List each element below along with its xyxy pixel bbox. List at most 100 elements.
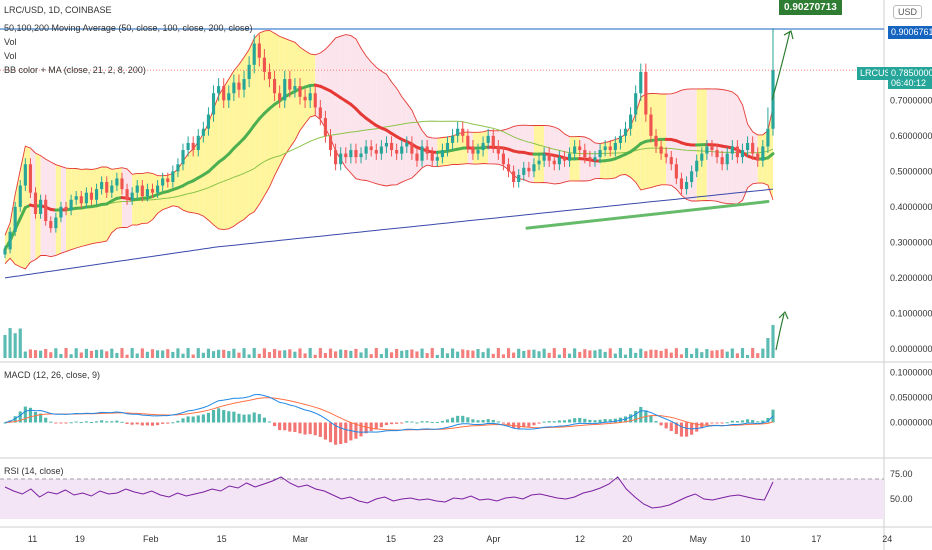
- volume-bar: [512, 352, 516, 358]
- volume-indicator-label-2[interactable]: Vol: [4, 51, 17, 61]
- volume-bar: [629, 348, 633, 358]
- volume-bar: [181, 353, 185, 358]
- volume-bar: [33, 350, 38, 358]
- volume-bar: [18, 328, 22, 358]
- volume-bar: [720, 349, 724, 358]
- macd-histogram-bar: [659, 422, 663, 426]
- macd-histogram-bar: [171, 422, 175, 424]
- macd-histogram-bar: [466, 417, 470, 423]
- macd-histogram-bar: [150, 422, 155, 426]
- volume-indicator-label[interactable]: Vol: [4, 37, 17, 47]
- volume-bar: [389, 352, 394, 358]
- candle-body: [313, 93, 317, 108]
- candle-body: [705, 146, 709, 154]
- rsi-tick-label: 75.00: [890, 469, 913, 479]
- candle-body: [435, 157, 439, 161]
- macd-histogram-bar: [740, 420, 745, 423]
- ma-indicator-label[interactable]: 50,100,200 Moving Average (50, close, 10…: [4, 23, 253, 33]
- rsi-indicator-label[interactable]: RSI (14, close): [4, 466, 64, 476]
- candle-body: [140, 185, 144, 197]
- candle-body: [54, 217, 58, 229]
- bb-fill-segment: [218, 87, 224, 230]
- candle-body: [278, 93, 282, 101]
- time-tick-label: 24: [882, 534, 892, 544]
- candle-body: [166, 178, 170, 182]
- volume-bar: [613, 353, 617, 358]
- macd-histogram-bar: [191, 416, 195, 423]
- macd-histogram-bar: [532, 422, 536, 426]
- macd-histogram-bar: [3, 422, 7, 424]
- volume-bar: [649, 349, 653, 358]
- macd-histogram-bar: [476, 420, 480, 423]
- macd-histogram-bar: [735, 421, 739, 423]
- symbol-title[interactable]: LRC/USD, 1D, COINBASE: [4, 5, 112, 15]
- macd-histogram-bar: [262, 417, 266, 423]
- macd-histogram-bar: [471, 419, 475, 423]
- macd-histogram-bar: [730, 420, 734, 423]
- macd-histogram-bar: [161, 422, 165, 424]
- macd-histogram-bar: [308, 422, 312, 435]
- volume-bar: [272, 349, 277, 358]
- macd-histogram-bar: [751, 419, 755, 423]
- volume-bar: [349, 350, 353, 358]
- macd-histogram-bar: [115, 420, 119, 423]
- candle-body: [79, 196, 83, 204]
- volume-bar: [105, 351, 109, 358]
- bb-indicator-label[interactable]: BB color + MA (close, 21, 2, 8, 200): [4, 65, 146, 75]
- candle-body: [344, 153, 348, 158]
- volume-bar: [283, 350, 287, 358]
- volume-bar: [532, 349, 536, 358]
- candle-body: [120, 178, 124, 190]
- volume-bar: [8, 328, 12, 358]
- volume-bar: [634, 352, 638, 358]
- candle-body: [578, 146, 582, 151]
- volume-bar: [176, 348, 180, 358]
- macd-histogram-bar: [211, 410, 216, 423]
- time-tick-label: 10: [740, 534, 750, 544]
- volume-bar: [664, 348, 668, 358]
- macd-histogram-bar: [379, 422, 383, 428]
- macd-histogram-bar: [588, 419, 592, 423]
- candle-body: [542, 153, 546, 161]
- candle-body: [135, 185, 139, 193]
- candle-body: [145, 189, 149, 197]
- macd-histogram-bar: [522, 422, 526, 428]
- currency-button[interactable]: USD: [892, 5, 922, 19]
- candle-body: [105, 182, 109, 193]
- candle-body: [700, 153, 704, 161]
- volume-bar: [522, 350, 526, 358]
- volume-arrow-head: [778, 310, 789, 320]
- macd-histogram-bar: [283, 422, 287, 431]
- candle-body: [8, 231, 12, 250]
- volume-bar: [379, 354, 383, 358]
- volume-bar: [537, 351, 541, 358]
- candle-body: [761, 146, 765, 161]
- candle-body: [481, 142, 485, 151]
- macd-indicator-label[interactable]: MACD (12, 26, close, 9): [4, 370, 101, 380]
- volume-bar: [13, 333, 17, 358]
- macd-histogram-bar: [364, 422, 368, 434]
- macd-histogram-bar: [496, 421, 500, 423]
- bb-fill-segment: [269, 30, 275, 187]
- volume-bar: [445, 353, 450, 358]
- volume-bar: [735, 353, 739, 358]
- macd-histogram-bar: [130, 422, 134, 425]
- volume-bar: [506, 348, 511, 358]
- volume-bar: [705, 349, 709, 358]
- macd-histogram-bar: [629, 414, 633, 423]
- candle-body: [527, 167, 531, 172]
- volume-bar: [517, 348, 521, 358]
- volume-bar: [344, 349, 348, 358]
- candle-body: [201, 128, 205, 136]
- candle-body: [669, 157, 673, 165]
- candle-body: [318, 107, 322, 119]
- rsi-band: [0, 479, 884, 519]
- candle-body: [308, 93, 312, 101]
- volume-bar: [710, 350, 714, 358]
